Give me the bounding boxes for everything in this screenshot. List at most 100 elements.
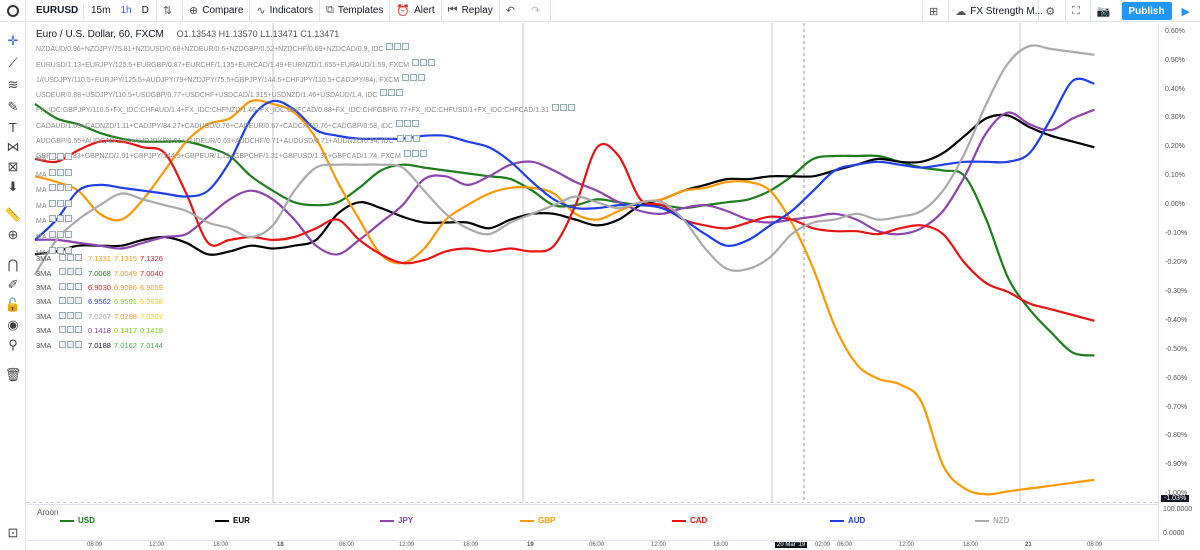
close-icon[interactable] xyxy=(75,311,82,319)
close-icon[interactable] xyxy=(65,184,73,192)
lock-drawing-icon[interactable]: ✐ xyxy=(7,277,19,292)
study-buttons[interactable] xyxy=(411,58,436,72)
play-button[interactable]: ▶ xyxy=(1176,0,1200,22)
3ma-row[interactable]: 3MA 0.1418 0.1417 0.1418 xyxy=(36,324,166,338)
gear-icon[interactable] xyxy=(559,104,567,112)
gear-icon[interactable] xyxy=(420,58,428,66)
timeframe-1h[interactable]: 1h xyxy=(120,5,132,16)
ma-buttons[interactable] xyxy=(48,214,73,229)
eye-icon[interactable] xyxy=(59,268,66,276)
eye-icon[interactable] xyxy=(49,168,57,176)
eye-icon[interactable] xyxy=(59,297,66,305)
ma-buttons[interactable] xyxy=(48,199,73,214)
gear-icon[interactable] xyxy=(67,297,74,305)
trendline-icon[interactable]: ⟋ xyxy=(8,55,18,70)
prediction-icon[interactable]: ⊠ xyxy=(7,159,19,174)
study-buttons[interactable] xyxy=(551,103,575,117)
eye-icon[interactable] xyxy=(49,153,57,160)
close-icon[interactable] xyxy=(65,230,73,238)
gear-icon[interactable] xyxy=(57,246,65,254)
eye-icon[interactable] xyxy=(386,43,394,51)
3ma-row[interactable]: 3MA 7.0267 7.0298 7.0307 xyxy=(36,310,166,324)
gear-icon[interactable] xyxy=(57,153,65,160)
layout-name-button[interactable]: ☁ FX Strength M... xyxy=(949,0,1043,22)
settings-button[interactable]: ⚙ xyxy=(1039,0,1067,22)
symbol-search[interactable]: EURUSD xyxy=(32,2,84,19)
ma-row[interactable]: MA xyxy=(36,214,73,230)
timeframe-d[interactable]: D xyxy=(141,5,149,16)
compare-button[interactable]: ⊕ Compare xyxy=(183,0,251,22)
magnet-icon[interactable]: ⋂ xyxy=(7,257,19,272)
close-icon[interactable] xyxy=(567,104,575,112)
3ma-buttons[interactable] xyxy=(58,281,82,295)
gear-icon[interactable] xyxy=(67,311,74,319)
study-formula-row[interactable]: EURUSD/1.13+EURJPY/125.5+EURGBP/0.87+EUR… xyxy=(36,58,575,73)
gear-icon[interactable] xyxy=(57,184,65,192)
snapshot-button[interactable]: 📷 xyxy=(1091,0,1122,22)
eye-icon[interactable] xyxy=(59,311,66,319)
ma-buttons[interactable] xyxy=(48,230,73,245)
price-axis[interactable]: 0.60% 0.50% 0.40% 0.30% 0.20% 0.10% 0.00% -0.10… xyxy=(1158,23,1200,540)
chart-type-button[interactable]: ⇅ xyxy=(157,0,184,22)
eye-icon[interactable]: ◉ xyxy=(7,317,19,332)
3ma-row[interactable]: 3MA 6.9030 6.9086 6.9059 xyxy=(36,281,166,295)
gear-icon[interactable] xyxy=(404,135,412,143)
gear-icon[interactable] xyxy=(394,43,402,51)
text-icon[interactable]: T xyxy=(9,119,17,135)
aroon-pane[interactable]: Aroon xyxy=(27,504,1158,540)
3ma-buttons[interactable] xyxy=(58,310,82,324)
lock-icon[interactable]: 🔓 xyxy=(4,297,22,312)
series-line-aud[interactable] xyxy=(34,77,1095,247)
ma-row[interactable]: MA xyxy=(36,230,73,246)
close-icon[interactable] xyxy=(428,58,436,66)
study-formula-row[interactable]: AUDGBP/0.55+AUDCAD/1.04+AUDJPY/78.91+AUD… xyxy=(36,134,575,149)
arrow-down-icon[interactable]: ⬇ xyxy=(7,179,19,194)
eye-icon[interactable] xyxy=(59,326,66,334)
close-icon[interactable] xyxy=(419,150,427,158)
study-buttons[interactable] xyxy=(385,42,410,56)
3ma-buttons[interactable] xyxy=(58,339,82,353)
study-formula-row[interactable]: FX_IDC:GBPJPY/110.5+FX_IDC:CHFAUD/1.4+FX… xyxy=(36,103,575,118)
eye-icon[interactable] xyxy=(412,58,420,66)
eye-icon[interactable] xyxy=(59,340,66,348)
app-logo[interactable] xyxy=(0,0,26,22)
series-line-jpy[interactable] xyxy=(34,108,1095,256)
3ma-row[interactable]: 3MA 7.0068 7.0049 7.0040 xyxy=(36,266,166,280)
pattern-icon[interactable]: ⋈ xyxy=(6,139,20,154)
publish-button[interactable]: Publish xyxy=(1121,2,1172,20)
fullscreen-button[interactable]: ⛶ xyxy=(1066,0,1091,22)
trash-icon[interactable]: 🗑 xyxy=(4,367,22,382)
study-formula-row[interactable]: GBPAUD/1.83+GBPNZD/1.91+GBPJPY/144.5+GBP… xyxy=(36,149,575,164)
study-buttons[interactable] xyxy=(379,88,404,102)
templates-button[interactable]: ⧉ Templates xyxy=(320,0,391,22)
ma-buttons[interactable] xyxy=(48,152,73,167)
replay-button[interactable]: ⏮ Replay xyxy=(442,0,500,22)
time-axis[interactable]: 06:00 12:00 18:00 18 06:00 12:00 18:00 19 06:00 1… xyxy=(27,540,1158,550)
brush-icon[interactable]: ✎ xyxy=(7,99,19,114)
eye-icon[interactable] xyxy=(396,135,404,143)
indicators-button[interactable]: ∿ Indicators xyxy=(250,0,320,22)
close-icon[interactable] xyxy=(75,340,82,348)
close-icon[interactable] xyxy=(75,297,82,305)
ma-buttons[interactable] xyxy=(48,168,73,183)
study-formula-row[interactable]: 1/(USDJPY/110.5+EURJPY/125.5+AUDJPY/79+N… xyxy=(36,73,575,88)
close-icon[interactable] xyxy=(65,153,73,160)
eye-icon[interactable] xyxy=(59,254,66,261)
eye-icon[interactable] xyxy=(403,150,411,158)
eye-icon[interactable] xyxy=(49,184,57,192)
gear-icon[interactable] xyxy=(57,230,65,238)
undo-button[interactable]: ↶ xyxy=(500,0,525,22)
gear-icon[interactable] xyxy=(67,268,74,276)
study-buttons[interactable] xyxy=(395,119,419,133)
series-line-nzd[interactable] xyxy=(34,44,1095,276)
3ma-buttons[interactable] xyxy=(58,324,82,338)
3ma-buttons[interactable] xyxy=(58,252,82,266)
3ma-buttons[interactable] xyxy=(58,295,82,309)
eye-icon[interactable] xyxy=(49,230,57,238)
eye-icon[interactable] xyxy=(402,73,410,81)
gear-icon[interactable] xyxy=(388,89,396,97)
close-icon[interactable] xyxy=(402,43,410,51)
eye-icon[interactable] xyxy=(49,246,57,254)
link-icon[interactable]: ⚲ xyxy=(8,337,18,352)
close-icon[interactable] xyxy=(412,135,420,143)
